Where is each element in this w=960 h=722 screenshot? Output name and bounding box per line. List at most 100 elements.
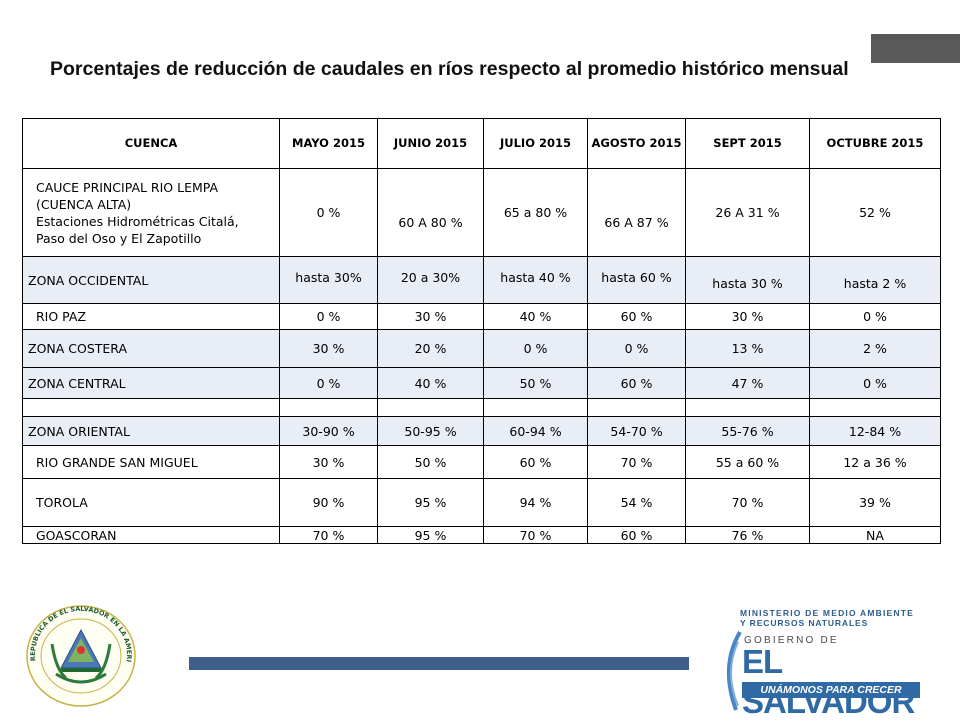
ministry-line-1: MINISTERIO DE MEDIO AMBIENTE: [740, 608, 915, 618]
table-cell: 52 %: [809, 168, 941, 257]
table-cell: hasta 40 %: [483, 256, 588, 304]
table-cell: 54 %: [587, 478, 686, 527]
table-row-rio-paz: RIO PAZ 0 % 30 % 40 % 60 % 30 % 0 %: [22, 303, 941, 330]
table-cell: 0 %: [279, 367, 378, 399]
table-cell: 39 %: [809, 478, 941, 527]
header-mayo: MAYO 2015: [279, 118, 378, 169]
table-cell: hasta 30%: [279, 256, 378, 304]
table-cell: 20 a 30%: [377, 256, 484, 304]
table-cell: 60 %: [483, 445, 588, 479]
table-cell: 60 %: [587, 303, 686, 330]
table-cell: [809, 398, 941, 417]
header-cuenca: CUENCA: [22, 118, 280, 169]
table-cell: 60 %: [587, 367, 686, 399]
table-cell: 0 %: [587, 329, 686, 368]
ministry-line-2: Y RECURSOS NATURALES: [740, 618, 869, 628]
row-name-cell: CAUCE PRINCIPAL RIO LEMPA (CUENCA ALTA) …: [22, 168, 280, 257]
table-cell: 50 %: [483, 367, 588, 399]
table-cell: NA: [809, 526, 941, 544]
header-junio: JUNIO 2015: [377, 118, 484, 169]
row-name-cell: ZONA CENTRAL: [22, 367, 280, 399]
caudales-table: CUENCA MAYO 2015 JUNIO 2015 JULIO 2015 A…: [22, 118, 941, 544]
ministry-logo: MINISTERIO DE MEDIO AMBIENTE Y RECURSOS …: [718, 608, 928, 720]
table-cell: 95 %: [377, 526, 484, 544]
row-name-line: Estaciones Hidrométricas Citalá,: [36, 213, 239, 229]
table-cell: 30 %: [279, 329, 378, 368]
table-row-lempa: CAUCE PRINCIPAL RIO LEMPA (CUENCA ALTA) …: [22, 168, 941, 257]
table-cell: 13 %: [685, 329, 810, 368]
table-cell: hasta 2 %: [809, 256, 941, 304]
table-cell: hasta 30 %: [685, 256, 810, 304]
table-cell: 12 a 36 %: [809, 445, 941, 479]
table-cell: 60 A 80 %: [377, 168, 484, 257]
table-cell: 40 %: [483, 303, 588, 330]
table-cell: 0 %: [809, 303, 941, 330]
page-title: Porcentajes de reducción de caudales en …: [50, 58, 849, 80]
table-cell: 26 A 31 %: [685, 168, 810, 257]
table-cell: 50 %: [377, 445, 484, 479]
table-cell: 90 %: [279, 478, 378, 527]
national-seal-icon: REPUBLICA DE EL SALVADOR EN LA AMERICA C…: [22, 604, 136, 707]
table-cell: 50-95 %: [377, 416, 484, 446]
table-row-goascoran: GOASCORAN 70 % 95 % 70 % 60 % 76 % NA: [22, 526, 941, 544]
row-name-cell: ZONA ORIENTAL: [22, 416, 280, 446]
table-cell: [279, 398, 378, 417]
table-cell: 95 %: [377, 478, 484, 527]
table-cell: 70 %: [587, 445, 686, 479]
table-cell: [483, 398, 588, 417]
table-cell: 94 %: [483, 478, 588, 527]
table-cell: [685, 398, 810, 417]
table-cell: 76 %: [685, 526, 810, 544]
header-sept: SEPT 2015: [685, 118, 810, 169]
table-cell: 20 %: [377, 329, 484, 368]
table-cell: 2 %: [809, 329, 941, 368]
header-octubre: OCTUBRE 2015: [809, 118, 941, 169]
table-cell: 55-76 %: [685, 416, 810, 446]
gobierno-label: GOBIERNO DE: [744, 635, 839, 646]
table-cell: 65 a 80 %: [483, 168, 588, 257]
table-row-zona-costera: ZONA COSTERA 30 % 20 % 0 % 0 % 13 % 2 %: [22, 329, 941, 368]
table-cell: 70 %: [685, 478, 810, 527]
swoosh-icon: [726, 630, 742, 711]
corner-accent-bar: [871, 34, 960, 63]
row-name-cell: GOASCORAN: [22, 526, 280, 544]
footer-bar: [189, 657, 689, 670]
table-row-rio-grande-san-miguel: RIO GRANDE SAN MIGUEL 30 % 50 % 60 % 70 …: [22, 445, 941, 479]
table-cell: 30 %: [685, 303, 810, 330]
table-cell: 0 %: [809, 367, 941, 399]
table-cell: [587, 398, 686, 417]
row-name-cell: ZONA COSTERA: [22, 329, 280, 368]
table-cell: 30 %: [279, 445, 378, 479]
table-cell: 0 %: [483, 329, 588, 368]
row-name-cell: ZONA OCCIDENTAL: [22, 256, 280, 304]
table-cell: hasta 60 %: [587, 256, 686, 304]
row-name-cell: RIO GRANDE SAN MIGUEL: [22, 445, 280, 479]
table-cell: 30-90 %: [279, 416, 378, 446]
row-name-line: CAUCE PRINCIPAL RIO LEMPA: [36, 179, 219, 195]
table-cell: 55 a 60 %: [685, 445, 810, 479]
slogan-banner: UNÁMONOS PARA CRECER: [742, 682, 920, 698]
table-cell: 70 %: [279, 526, 378, 544]
table-row-zona-central: ZONA CENTRAL 0 % 40 % 50 % 60 % 47 % 0 %: [22, 367, 941, 399]
table-row-zona-oriental: ZONA ORIENTAL 30-90 % 50-95 % 60-94 % 54…: [22, 416, 941, 446]
table-row-torola: TOROLA 90 % 95 % 94 % 54 % 70 % 39 %: [22, 478, 941, 527]
table-cell: 54-70 %: [587, 416, 686, 446]
table-cell: 60-94 %: [483, 416, 588, 446]
table-cell: 12-84 %: [809, 416, 941, 446]
table-row-zona-occidental: ZONA OCCIDENTAL hasta 30% 20 a 30% hasta…: [22, 256, 941, 304]
table-cell: 30 %: [377, 303, 484, 330]
header-agosto: AGOSTO 2015: [587, 118, 686, 169]
row-name-cell: TOROLA: [22, 478, 280, 527]
row-name-line: (CUENCA ALTA): [36, 196, 132, 212]
row-name-cell: [22, 398, 280, 417]
table-cell: 66 A 87 %: [587, 168, 686, 257]
table-cell: [377, 398, 484, 417]
table-cell: 60 %: [587, 526, 686, 544]
table-cell: 40 %: [377, 367, 484, 399]
table-row-empty: [22, 398, 941, 417]
table-cell: 47 %: [685, 367, 810, 399]
table-cell: 0 %: [279, 168, 378, 257]
header-julio: JULIO 2015: [483, 118, 588, 169]
row-name-cell: RIO PAZ: [22, 303, 280, 330]
row-name-line: Paso del Oso y El Zapotillo: [36, 230, 202, 246]
